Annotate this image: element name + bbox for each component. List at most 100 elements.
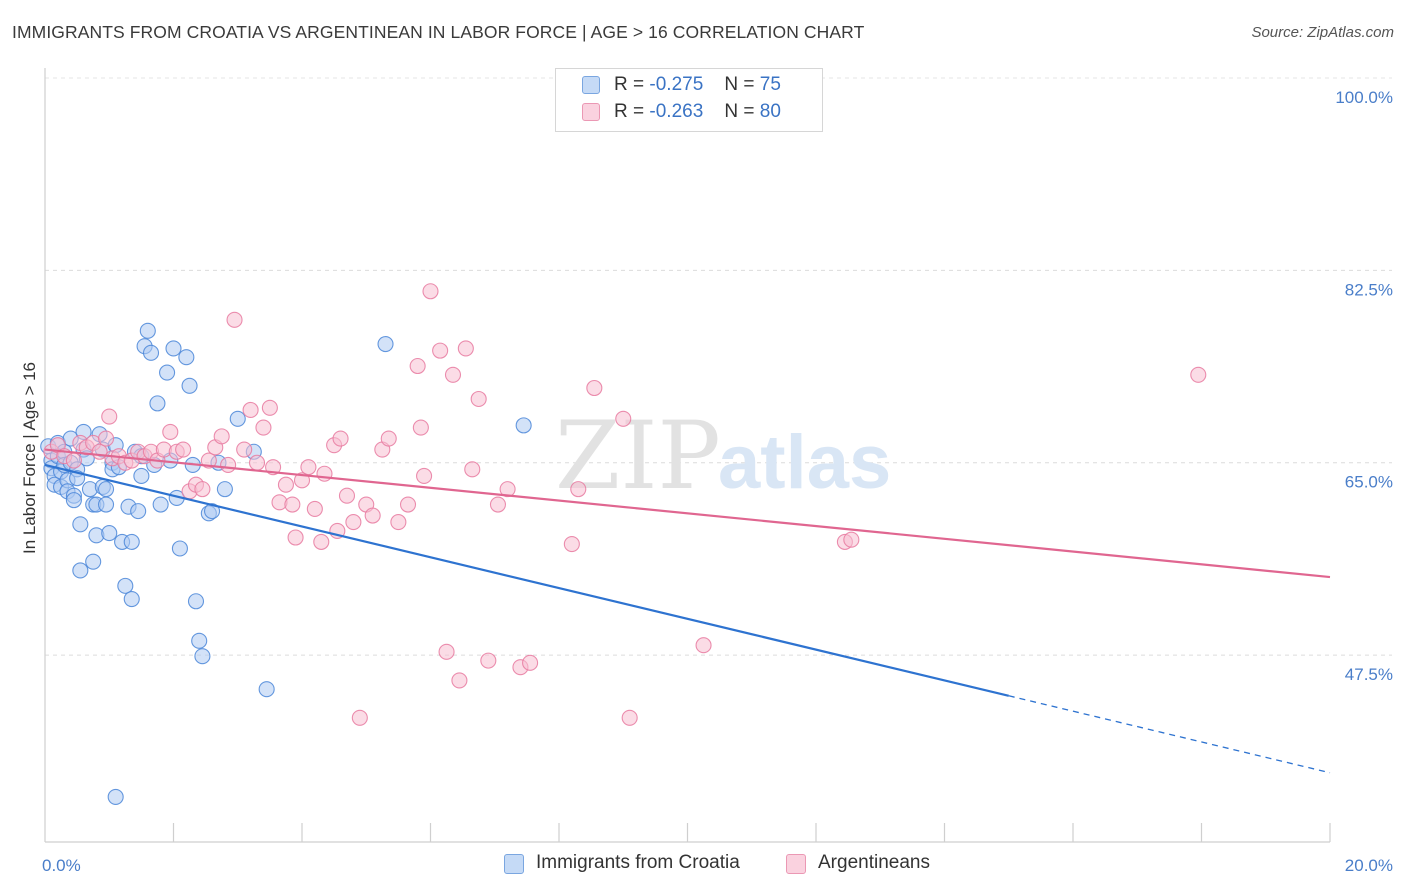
- legend-n-value: 75: [759, 74, 781, 95]
- croatia-point: [152, 496, 169, 513]
- argentinean-point: [563, 536, 580, 553]
- bottom-legend-swatch-croatia: [504, 854, 524, 874]
- argentinean-point: [422, 283, 439, 300]
- x-tick-label: 20.0%: [1345, 856, 1393, 875]
- argentinean-point: [390, 514, 407, 531]
- croatia-point: [97, 496, 115, 513]
- watermark-atlas: atlas: [718, 420, 891, 505]
- watermark: ZIP atlas: [555, 402, 891, 511]
- argentinean-point: [242, 401, 259, 419]
- croatia-point: [229, 410, 246, 427]
- argentinean-point: [451, 672, 468, 689]
- source-credit: Source: ZipAtlas.com: [1251, 24, 1394, 41]
- y-tick-label: 100.0%: [1335, 88, 1393, 107]
- argentinean-point: [444, 366, 462, 383]
- argentinean-point: [220, 456, 237, 473]
- argentinean-point: [213, 428, 230, 445]
- argentinean-point: [97, 430, 115, 447]
- argentinean-point: [409, 357, 426, 375]
- argentinean-point: [432, 342, 449, 359]
- argentinean-point: [412, 419, 429, 436]
- y-tick-label: 82.5%: [1345, 280, 1393, 299]
- bottom-legend-label-argentinean: Argentineans: [818, 852, 930, 873]
- argentinean-point: [489, 496, 507, 513]
- croatia-point: [65, 492, 82, 509]
- legend-r-label: R =: [614, 74, 645, 95]
- legend-n-label: N =: [724, 101, 755, 122]
- croatia-point: [117, 577, 134, 594]
- x-tick-label: 0.0%: [42, 856, 81, 875]
- croatia-point: [377, 335, 394, 353]
- argentinean-point: [293, 472, 311, 489]
- argentinean-point: [351, 709, 368, 726]
- tick-labels: 100.0% 82.5% 65.0% 47.5% 0.0% 20.0%: [42, 88, 1393, 875]
- legend-r-value: -0.275: [649, 74, 704, 95]
- croatia-point: [187, 593, 205, 610]
- croatia-point: [204, 503, 221, 520]
- argentinean-point: [438, 643, 455, 660]
- argentinean-point: [522, 654, 539, 671]
- correlation-legend: R = -0.275 N = 75 R = -0.263 N = 80: [555, 68, 823, 132]
- croatia-point: [149, 395, 166, 412]
- argentinean-point: [464, 461, 481, 478]
- bottom-legend-label-croatia: Immigrants from Croatia: [536, 852, 740, 873]
- croatia-point: [72, 516, 89, 533]
- argentinean-point: [621, 709, 638, 726]
- legend-r-value: -0.263: [649, 101, 704, 122]
- argentinean-point: [65, 452, 82, 469]
- croatia-point: [107, 788, 124, 805]
- gridlines: [45, 77, 1392, 656]
- trend-line-croatia-extension: [1008, 695, 1331, 774]
- croatia-point: [72, 562, 89, 579]
- croatia-point: [171, 540, 188, 557]
- croatia-point: [515, 417, 532, 434]
- argentinean-point: [338, 487, 356, 504]
- croatia-point: [191, 632, 208, 649]
- argentinean-point: [316, 465, 333, 482]
- croatia-point: [133, 467, 150, 484]
- argentinean-point: [695, 637, 712, 654]
- argentinean-point: [162, 423, 179, 441]
- argentinean-point: [236, 441, 253, 458]
- argentinean-point: [261, 399, 278, 416]
- trend-line-croatia: [44, 463, 1010, 697]
- argentinean-point: [277, 476, 294, 493]
- legend-n-value: 80: [759, 101, 781, 122]
- bottom-legend-swatch-argentinean: [786, 854, 806, 874]
- argentinean-point: [570, 481, 587, 498]
- argentinean-point: [499, 481, 516, 498]
- argentinean-point: [255, 419, 272, 436]
- croatia-point: [159, 364, 176, 381]
- argentinean-point: [332, 430, 349, 447]
- chart-title: IMMIGRANTS FROM CROATIA VS ARGENTINEAN I…: [12, 22, 865, 42]
- legend-r-label: R =: [614, 101, 645, 122]
- croatia-point: [165, 340, 182, 357]
- trend-line-argentinean: [44, 448, 1331, 579]
- argentinean-point: [306, 500, 323, 517]
- y-tick-label: 47.5%: [1345, 665, 1393, 684]
- argentinean-point: [284, 496, 301, 513]
- argentinean-point: [226, 311, 243, 328]
- croatia-point: [194, 648, 211, 665]
- legend-swatch-argentinean: [582, 103, 600, 121]
- croatia-point: [216, 481, 233, 498]
- croatia-point: [258, 681, 275, 698]
- croatia-point: [101, 525, 118, 542]
- argentinean-point: [175, 441, 192, 458]
- argentinean-point: [194, 481, 211, 498]
- argentinean-point: [200, 452, 217, 469]
- argentinean-point: [313, 533, 330, 550]
- argentinean-point: [248, 454, 266, 471]
- croatia-point: [142, 344, 160, 361]
- argentinean-point: [399, 496, 417, 513]
- argentinean-point: [457, 340, 474, 357]
- argentinean-point: [416, 467, 433, 484]
- argentinean-point: [1190, 366, 1207, 383]
- croatia-point: [130, 503, 147, 520]
- croatia-point: [181, 377, 198, 394]
- argentinean-point: [480, 652, 497, 669]
- argentinean-point: [345, 514, 362, 531]
- y-tick-label: 65.0%: [1345, 473, 1393, 492]
- croatia-point: [123, 591, 140, 608]
